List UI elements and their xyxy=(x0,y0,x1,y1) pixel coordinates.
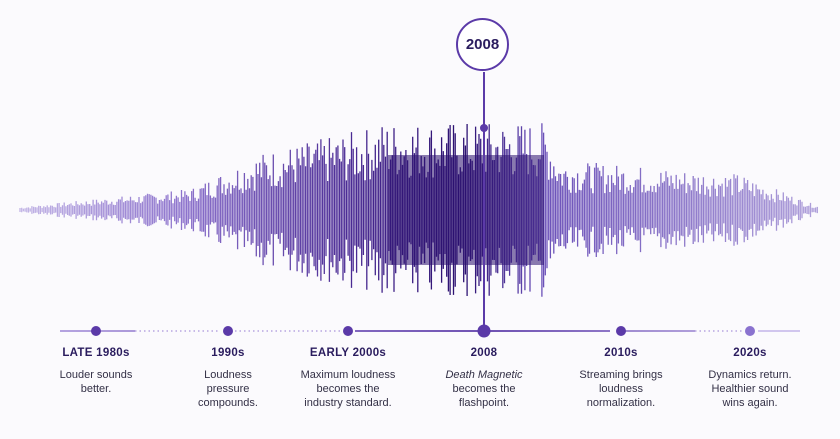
timeline-node-4 xyxy=(477,324,491,338)
timeline-era-5: 2010s Streaming brings loudness normalizati… xyxy=(556,347,686,410)
timeline-axis xyxy=(60,324,800,338)
era-description-line: becomes the xyxy=(452,383,516,395)
era-description-line: becomes the xyxy=(316,383,380,395)
era-label: 1990s xyxy=(211,347,245,359)
era-label: EARLY 2000s xyxy=(309,347,387,359)
era-description-line: Dynamics return. xyxy=(708,369,792,381)
era-description-line: Streaming brings xyxy=(579,369,663,381)
timeline-era-4: 2008 Death Magnetic becomes the flashpoint. xyxy=(419,347,549,410)
era-label: 2008 xyxy=(470,347,498,359)
timeline-era-3: EARLY 2000s Maximum loudness becomes the in… xyxy=(283,347,413,410)
era-label: 2010s xyxy=(604,347,638,359)
era-description-line: Loudness xyxy=(204,369,252,381)
era-description-line: wins again. xyxy=(722,397,778,409)
era-description: Maximum loudness becomes the industry stan… xyxy=(283,368,413,410)
timeline-era-2: 1990s Loudness pressure compounds. xyxy=(163,347,293,410)
era-description: Death Magnetic becomes the flashpoint. xyxy=(419,368,549,410)
era-description-line: flashpoint. xyxy=(458,397,510,409)
era-description: Streaming brings loudness normalization. xyxy=(556,368,686,410)
timeline-node-6 xyxy=(745,326,755,336)
timeline-node-1 xyxy=(91,326,101,336)
era-description-line: pressure xyxy=(206,383,250,395)
era-description-line: normalization. xyxy=(586,397,656,409)
year-badge-label: 2008 xyxy=(465,36,500,53)
timeline-era-1: LATE 1980s Louder sounds better. xyxy=(31,347,161,396)
era-description: Dynamics return. Healthier sound wins agai… xyxy=(685,368,815,410)
era-description: Louder sounds better. xyxy=(31,368,161,396)
timeline-era-6: 2020s Dynamics return. Healthier sound wins… xyxy=(685,347,815,410)
timeline-node-5 xyxy=(616,326,626,336)
era-description-line: loudness xyxy=(598,383,644,395)
era-description-line: Healthier sound xyxy=(711,383,789,395)
waveform xyxy=(19,123,818,297)
album-title: Death Magnetic xyxy=(445,369,523,381)
timeline-node-3 xyxy=(343,326,353,336)
era-label: LATE 1980s xyxy=(62,347,130,359)
timeline-node-2 xyxy=(223,326,233,336)
era-description-line: Louder sounds xyxy=(59,369,133,381)
era-description-line: better. xyxy=(80,383,112,395)
connector-dot xyxy=(480,124,488,132)
era-description-line: compounds. xyxy=(198,397,258,409)
era-description-line: industry standard. xyxy=(304,397,392,409)
era-label: 2020s xyxy=(733,347,767,359)
era-description: Loudness pressure compounds. xyxy=(163,368,293,410)
era-description-line: Maximum loudness xyxy=(300,369,396,381)
waveform-dense-core xyxy=(388,155,544,265)
year-badge: 2008 xyxy=(456,18,509,71)
